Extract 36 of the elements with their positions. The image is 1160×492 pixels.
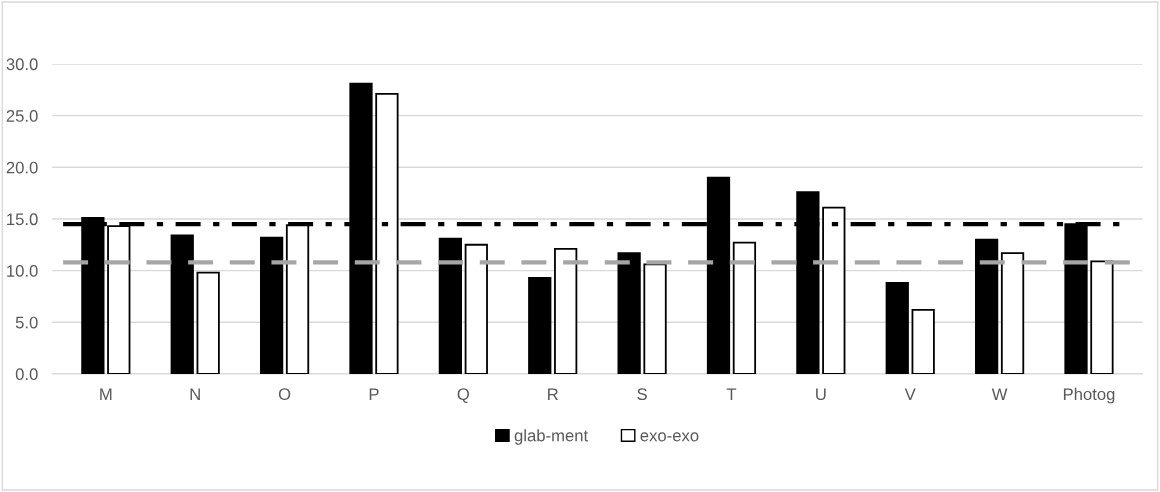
y-tick-label: 10.0 bbox=[7, 265, 38, 277]
x-tick-label: V bbox=[904, 388, 916, 400]
y-tick-label: 20.0 bbox=[6, 161, 38, 174]
x-tick-label: Photog bbox=[1063, 387, 1115, 404]
bar bbox=[1000, 252, 1025, 374]
bar bbox=[885, 282, 909, 374]
bar bbox=[170, 234, 194, 374]
bar bbox=[196, 271, 220, 374]
bar bbox=[464, 243, 488, 374]
bar bbox=[643, 263, 667, 374]
y-tick-label: 5.0 bbox=[15, 316, 38, 329]
bar bbox=[259, 236, 284, 374]
bar bbox=[911, 308, 935, 374]
x-tick-label: O bbox=[278, 388, 291, 401]
bar bbox=[975, 238, 999, 374]
legend-label: exo-exo bbox=[640, 432, 699, 442]
bar bbox=[732, 241, 757, 374]
y-tick-label: 0.0 bbox=[15, 368, 38, 381]
bar bbox=[1090, 260, 1114, 374]
x-tick-label: N bbox=[190, 388, 200, 400]
bar bbox=[554, 247, 578, 374]
legend-label: glab-ment bbox=[514, 429, 589, 445]
x-tick-label: M bbox=[100, 388, 112, 400]
x-tick-label: R bbox=[548, 388, 558, 400]
y-tick-label: 30.0 bbox=[6, 58, 38, 71]
bar bbox=[617, 252, 641, 374]
x-tick-label: T bbox=[726, 388, 737, 400]
y-tick-label: 25.0 bbox=[6, 110, 38, 122]
bar bbox=[528, 276, 552, 374]
x-tick-label: S bbox=[637, 388, 647, 401]
bar bbox=[438, 237, 463, 374]
x-tick-label: W bbox=[991, 388, 1008, 400]
x-tick-label: P bbox=[369, 388, 379, 400]
y-tick-label: 15.0 bbox=[7, 213, 38, 226]
x-tick-label: Q bbox=[457, 388, 470, 404]
x-tick-label: U bbox=[816, 388, 826, 401]
